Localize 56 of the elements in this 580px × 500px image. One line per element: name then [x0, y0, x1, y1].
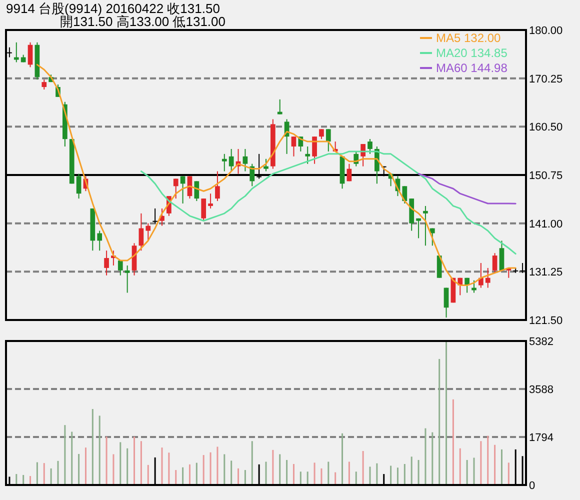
y-tick-label: 131.25: [529, 266, 563, 279]
candlestick: [423, 205, 428, 246]
candlestick: [402, 186, 408, 204]
legend-label: MA5 132.00: [436, 31, 502, 45]
legend-label: MA60 144.98: [436, 61, 508, 75]
candlestick: [28, 42, 33, 68]
candlestick: [444, 287, 449, 318]
candlestick: [436, 255, 442, 278]
candlestick: [76, 173, 82, 200]
legend-label: MA20 134.85: [436, 46, 508, 60]
candlestick: [42, 79, 47, 90]
y-tick-label: 150.75: [529, 170, 563, 182]
y-tick-label: 5382: [529, 336, 554, 348]
y-tick-label: 170.25: [529, 73, 563, 86]
candlestick: [228, 148, 234, 172]
candlestick: [194, 180, 200, 202]
y-tick-label: 180.00: [529, 25, 563, 37]
candlestick: [416, 218, 421, 239]
candlestick: [104, 250, 109, 276]
y-tick-label: 121.50: [529, 315, 563, 327]
y-tick-label: 1794: [529, 432, 554, 444]
candlestick: [208, 193, 213, 209]
candlestick: [319, 128, 324, 140]
candlestick: [118, 260, 123, 276]
candlestick: [264, 158, 268, 172]
candlestick: [305, 146, 310, 164]
candlestick: [492, 252, 498, 274]
candlestick: [152, 208, 158, 224]
candlestick: [472, 280, 476, 294]
line-series: [418, 173, 516, 204]
candlestick: [138, 212, 144, 252]
candlestick: [326, 128, 331, 152]
candlestick: [291, 136, 296, 157]
candlestick: [312, 136, 317, 164]
candlestick: [250, 163, 255, 187]
candlestick: [215, 170, 220, 202]
y-tick-label: 141.00: [529, 218, 563, 230]
candlestick: [368, 138, 372, 154]
y-tick-label: 160.50: [529, 122, 563, 134]
candlestick: [173, 178, 178, 200]
candlestick: [499, 240, 504, 271]
candlestick: [180, 176, 186, 204]
candlestick: [277, 98, 282, 115]
candlestick: [346, 163, 352, 182]
candlestick: [97, 230, 102, 252]
candlestick: [360, 144, 366, 167]
y-tick-label: 0: [529, 480, 536, 492]
candlestick: [478, 262, 484, 288]
candlestick: [222, 153, 227, 172]
candlestick: [242, 148, 248, 172]
candlestick: [124, 264, 130, 294]
candlestick: [201, 198, 206, 222]
candlestick: [485, 267, 490, 288]
chart-title: 9914 台股(9914) 20160422 收131.50: [6, 1, 220, 16]
y-tick-label: 3588: [529, 384, 554, 396]
candlestick: [146, 222, 151, 242]
